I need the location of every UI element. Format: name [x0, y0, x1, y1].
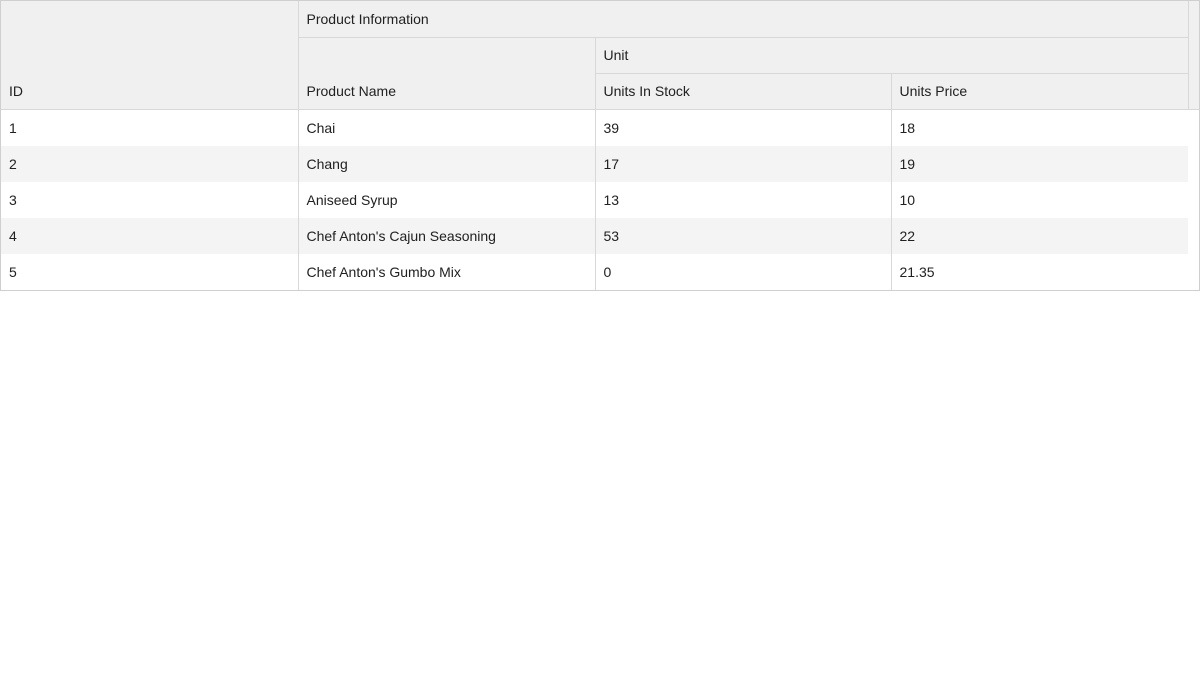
- cell-id[interactable]: 1: [1, 109, 299, 146]
- grid-body: 1 Chai 39 18 2 Chang 17 19 3 Aniseed Syrup 13 10 4 Ch…: [1, 109, 1188, 290]
- column-header-id[interactable]: ID: [1, 1, 299, 110]
- cell-units-in-stock[interactable]: 0: [595, 253, 892, 290]
- cell-units-price[interactable]: 22: [891, 217, 1188, 254]
- table-row[interactable]: 3 Aniseed Syrup 13 10: [1, 181, 1188, 218]
- column-group-product-information[interactable]: Product Information: [298, 1, 1189, 38]
- column-header-product-name[interactable]: Product Name: [298, 37, 596, 110]
- cell-units-price[interactable]: 19: [891, 145, 1188, 182]
- column-header-units-price[interactable]: Units Price: [891, 73, 1189, 110]
- cell-product-name[interactable]: Chang: [298, 145, 596, 182]
- grid-header: ID Product Information Product Name Unit…: [1, 1, 1199, 110]
- table-row[interactable]: 2 Chang 17 19: [1, 145, 1188, 182]
- header-table: ID Product Information Product Name Unit…: [1, 1, 1189, 110]
- cell-product-name[interactable]: Chef Anton's Gumbo Mix: [298, 253, 596, 290]
- table-row[interactable]: 1 Chai 39 18: [1, 109, 1188, 146]
- cell-units-in-stock[interactable]: 53: [595, 217, 892, 254]
- table-row[interactable]: 5 Chef Anton's Gumbo Mix 0 21.35: [1, 253, 1188, 290]
- cell-product-name[interactable]: Chai: [298, 109, 596, 146]
- cell-product-name[interactable]: Chef Anton's Cajun Seasoning: [298, 217, 596, 254]
- cell-units-in-stock[interactable]: 13: [595, 181, 892, 218]
- data-grid: ID Product Information Product Name Unit…: [0, 0, 1200, 291]
- cell-units-price[interactable]: 18: [899, 119, 916, 136]
- column-header-units-in-stock[interactable]: Units In Stock: [595, 73, 892, 110]
- cell-units-price[interactable]: 10: [899, 191, 916, 208]
- cell-id[interactable]: 3: [1, 181, 299, 218]
- cell-id[interactable]: 4: [1, 217, 299, 254]
- cell-units-in-stock[interactable]: 39: [595, 109, 892, 146]
- header-scroll-gutter: [1188, 1, 1199, 110]
- cell-units-in-stock[interactable]: 17: [595, 145, 892, 182]
- table-row[interactable]: 4 Chef Anton's Cajun Seasoning 53 22: [1, 217, 1188, 254]
- column-group-unit[interactable]: Unit: [595, 37, 1189, 74]
- cell-id[interactable]: 5: [1, 253, 299, 290]
- cell-units-price[interactable]: 21.35: [899, 263, 935, 280]
- cell-id[interactable]: 2: [1, 145, 299, 182]
- cell-product-name[interactable]: Aniseed Syrup: [298, 181, 596, 218]
